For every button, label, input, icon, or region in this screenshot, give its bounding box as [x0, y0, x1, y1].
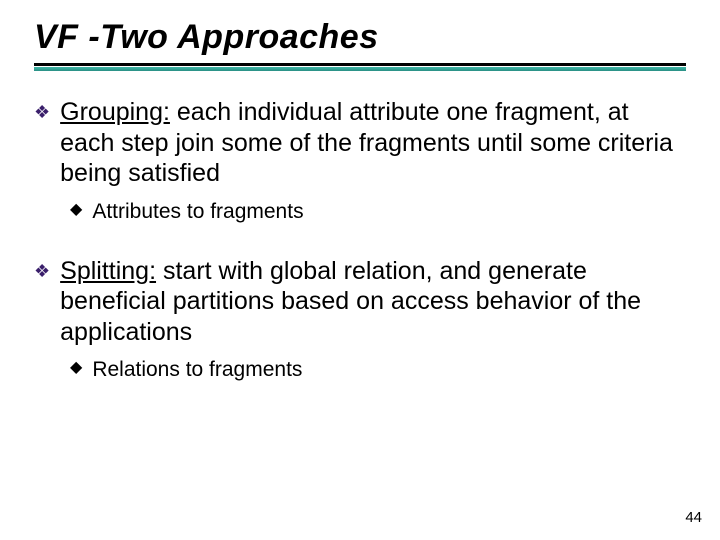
list-subitem: ◆ Attributes to fragments: [70, 199, 686, 224]
list-item: ❖ Grouping: each individual attribute on…: [34, 97, 686, 189]
list-item: ❖ Splitting: start with global relation,…: [34, 256, 686, 348]
diamond-bullet-icon: ❖: [34, 262, 50, 280]
list-subitem: ◆ Relations to fragments: [70, 357, 686, 382]
solid-diamond-bullet-icon: ◆: [70, 360, 82, 376]
subitem-text: Attributes to fragments: [92, 199, 303, 224]
slide: VF -Two Approaches ❖ Grouping: each indi…: [0, 0, 720, 540]
item-keyword: Splitting:: [60, 257, 156, 285]
subitem-text: Relations to fragments: [92, 357, 302, 382]
page-number: 44: [685, 509, 702, 526]
content-area: ❖ Grouping: each individual attribute on…: [34, 97, 686, 382]
title-rule: [34, 63, 686, 71]
slide-title: VF -Two Approaches: [34, 18, 686, 57]
item-keyword: Grouping:: [60, 98, 170, 126]
item-text: Grouping: each individual attribute one …: [60, 97, 686, 189]
solid-diamond-bullet-icon: ◆: [70, 202, 82, 218]
item-text: Splitting: start with global relation, a…: [60, 256, 686, 348]
rule-black: [34, 63, 686, 66]
diamond-bullet-icon: ❖: [34, 103, 50, 121]
rule-teal: [34, 67, 686, 71]
